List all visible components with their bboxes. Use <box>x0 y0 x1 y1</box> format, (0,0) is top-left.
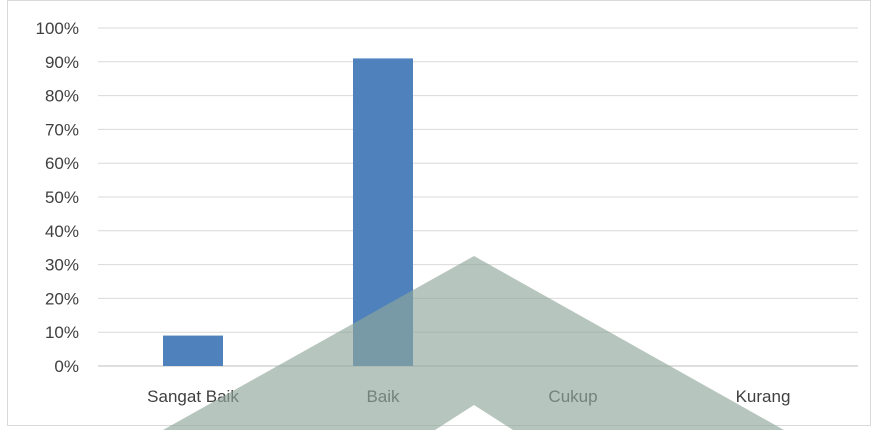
bar-sangat-baik <box>163 336 223 366</box>
y-tick-label: 50% <box>45 188 79 207</box>
y-tick-label: 60% <box>45 154 79 173</box>
y-tick-label: 20% <box>45 289 79 308</box>
x-category-label: Kurang <box>736 387 791 406</box>
y-tick-label: 40% <box>45 222 79 241</box>
y-tick-label: 70% <box>45 120 79 139</box>
y-tick-label: 90% <box>45 53 79 72</box>
y-tick-label: 30% <box>45 256 79 275</box>
y-tick-label: 100% <box>36 19 79 38</box>
y-tick-label: 10% <box>45 323 79 342</box>
watermark-overlay <box>163 256 784 430</box>
y-axis-tick-labels: 0% 10% 20% 30% 40% 50% 60% 70% 80% 90% 100% <box>36 19 79 376</box>
y-tick-label: 0% <box>54 357 79 376</box>
chevron-watermark <box>163 256 784 430</box>
y-tick-label: 80% <box>45 87 79 106</box>
